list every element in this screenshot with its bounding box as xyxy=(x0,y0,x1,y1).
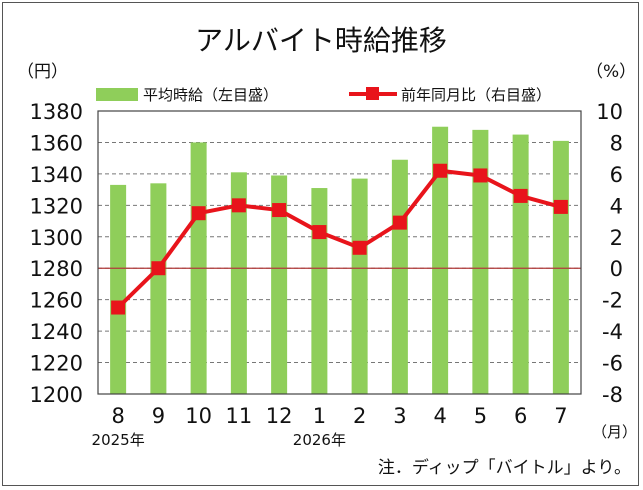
left-tick-label: 1300 xyxy=(30,226,83,250)
source-note: 注．ディップ「バイトル」より。 xyxy=(378,457,631,478)
x-tick-label: 7 xyxy=(554,404,567,428)
right-axis-unit: （%） xyxy=(586,62,636,82)
plot-border xyxy=(97,110,582,395)
line-series-yoy xyxy=(116,168,562,309)
right-tick-label: 10 xyxy=(596,100,623,124)
chart-frame: アルバイト時給推移 （円） （%） 平均時給（左目盛） 前年同月比（右目盛） 1200 -8… xyxy=(2,2,639,486)
line-marker xyxy=(111,300,126,315)
right-tick-label: 4 xyxy=(610,194,623,218)
bar xyxy=(150,183,167,394)
right-tick-label: -8 xyxy=(602,383,623,407)
bar xyxy=(432,126,449,394)
year-label: 2026年 xyxy=(293,431,346,449)
bar xyxy=(271,175,288,394)
chart-title: アルバイト時給推移 xyxy=(195,24,447,57)
left-tick-label: 1360 xyxy=(30,131,83,155)
line-marker xyxy=(272,203,287,218)
line-marker xyxy=(231,198,246,213)
right-tick-label: 8 xyxy=(610,131,623,155)
chart-svg: アルバイト時給推移 （円） （%） 平均時給（左目盛） 前年同月比（右目盛） 1200 -8… xyxy=(17,24,637,478)
bar xyxy=(391,159,408,394)
legend-swatch-marker xyxy=(366,87,379,100)
bar xyxy=(311,188,328,394)
bar xyxy=(230,172,247,394)
right-tick-label: -4 xyxy=(602,320,623,344)
line-marker xyxy=(151,261,166,276)
x-tick-label: 11 xyxy=(226,404,253,428)
bar xyxy=(351,178,368,394)
x-tick-label: 2 xyxy=(353,404,366,428)
line-marker xyxy=(352,240,367,255)
line-marker xyxy=(312,225,327,240)
bar xyxy=(512,134,529,395)
line-marker xyxy=(191,206,206,221)
left-tick-label: 1200 xyxy=(30,383,83,407)
left-tick-label: 1240 xyxy=(30,320,83,344)
left-tick-label: 1220 xyxy=(30,352,83,376)
x-tick-label: 1 xyxy=(313,404,326,428)
bar xyxy=(472,129,489,394)
right-tick-label: 2 xyxy=(610,226,623,250)
right-tick-label: 0 xyxy=(610,257,623,281)
line-marker xyxy=(513,188,528,203)
x-tick-label: 10 xyxy=(185,404,212,428)
right-tick-label: 6 xyxy=(610,163,623,187)
x-tick-label: 3 xyxy=(393,404,406,428)
legend-label-bar: 平均時給（左目盛） xyxy=(143,86,278,104)
left-tick-label: 1380 xyxy=(30,100,83,124)
right-tick-label: -2 xyxy=(602,289,623,313)
legend-swatch-bar xyxy=(96,88,138,101)
x-tick-label: 4 xyxy=(433,404,446,428)
left-tick-label: 1340 xyxy=(30,163,83,187)
right-tick-label: -6 xyxy=(602,352,623,376)
x-tick-label: 6 xyxy=(514,404,527,428)
x-tick-label: 9 xyxy=(152,404,165,428)
bar xyxy=(110,184,127,394)
legend-label-line: 前年同月比（右目盛） xyxy=(401,86,551,104)
left-tick-label: 1260 xyxy=(30,289,83,313)
x-tick-label: 8 xyxy=(111,404,124,428)
line-marker xyxy=(473,168,488,183)
x-tick-label: 12 xyxy=(266,404,293,428)
line-marker xyxy=(392,215,407,230)
x-tick-label: 5 xyxy=(474,404,487,428)
year-label: 2025年 xyxy=(92,431,145,449)
left-tick-label: 1280 xyxy=(30,257,83,281)
line-marker xyxy=(433,163,448,178)
x-axis-unit: （月） xyxy=(592,423,637,441)
bar xyxy=(552,140,569,394)
left-axis-unit: （円） xyxy=(17,62,68,82)
left-tick-label: 1320 xyxy=(30,194,83,218)
line-marker xyxy=(553,199,568,214)
